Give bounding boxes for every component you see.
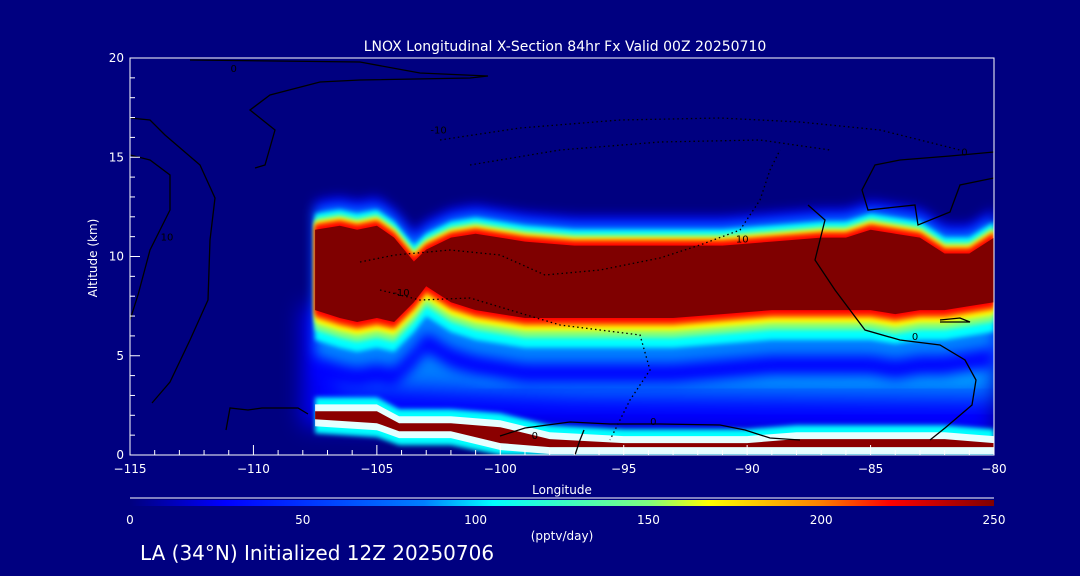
chart-title: LNOX Longitudinal X-Section 84hr Fx Vali… [364,39,767,55]
contour-lines [130,59,994,455]
heat-layer-darkred [315,225,994,322]
x-tick-label: −95 [611,462,636,476]
contour-dotted-upper [359,149,781,276]
x-tick-label: −90 [734,462,759,476]
contour-label: -10 [430,125,446,136]
contour-surface-zero [499,421,801,441]
x-tick-label: −115 [114,462,147,476]
x-axis: −115 −110 −105 −100 −95 −90 −85 −80 [114,445,1007,476]
contour-label: 0 [231,64,237,75]
footer-initialization-label: LA (34°N) Initialized 12Z 20250706 [140,541,495,565]
x-tick-label: −110 [237,462,270,476]
y-tick-label: 15 [109,150,124,164]
contour-label: 0 [532,431,538,442]
y-tick-label: 5 [116,349,124,363]
contour-label: 10 [161,233,174,244]
colorbar-tick-label: 150 [637,513,660,527]
x-tick-label: −85 [858,462,883,476]
colorbar-tick-label: 200 [810,513,833,527]
y-tick-label: 20 [109,51,124,65]
colorbar-tick-label: 100 [464,513,487,527]
contour-top-zero [189,59,489,169]
colorbar-tick-label: 0 [126,513,134,527]
contour-labels: 0 10 -10 10 -10 0 0 0 0 [161,64,968,442]
x-axis-label: Longitude [532,483,592,497]
contour-zero-left [130,117,216,404]
x-tick-label: −100 [484,462,517,476]
heatmap-field [302,196,994,455]
contour-dotted-lower [379,289,651,441]
contour-dotted-arc-2 [469,139,831,166]
contour-lower-zero [225,407,309,431]
contour-right-small [939,317,971,323]
colorbar-tick-label: 250 [983,513,1006,527]
contour-ten-left [130,154,171,321]
contour-right-center [807,204,977,441]
y-axis: 0 5 10 15 20 [109,51,140,462]
contour-label: 0 [650,417,656,428]
y-tick-label: 10 [109,250,124,264]
contour-label: -10 [393,288,409,299]
contour-label: 0 [961,147,967,158]
colorbar [130,500,994,506]
colorbar-tick-label: 50 [295,513,310,527]
colorbar-units: (pptv/day) [531,529,594,543]
surface-band-core [315,411,994,448]
contour-right-zero [861,151,994,226]
contour-dotted-arc [439,117,961,151]
contour-label: 0 [912,332,918,343]
contour-right-bottom [574,429,585,455]
y-tick-label: 0 [116,448,124,462]
x-tick-label: −80 [981,462,1006,476]
contour-label: 10 [736,235,749,246]
y-axis-label: Altitude (km) [86,219,100,298]
x-tick-label: −105 [360,462,393,476]
colorbar-ticks: 0 50 100 150 200 250 [126,513,1005,527]
